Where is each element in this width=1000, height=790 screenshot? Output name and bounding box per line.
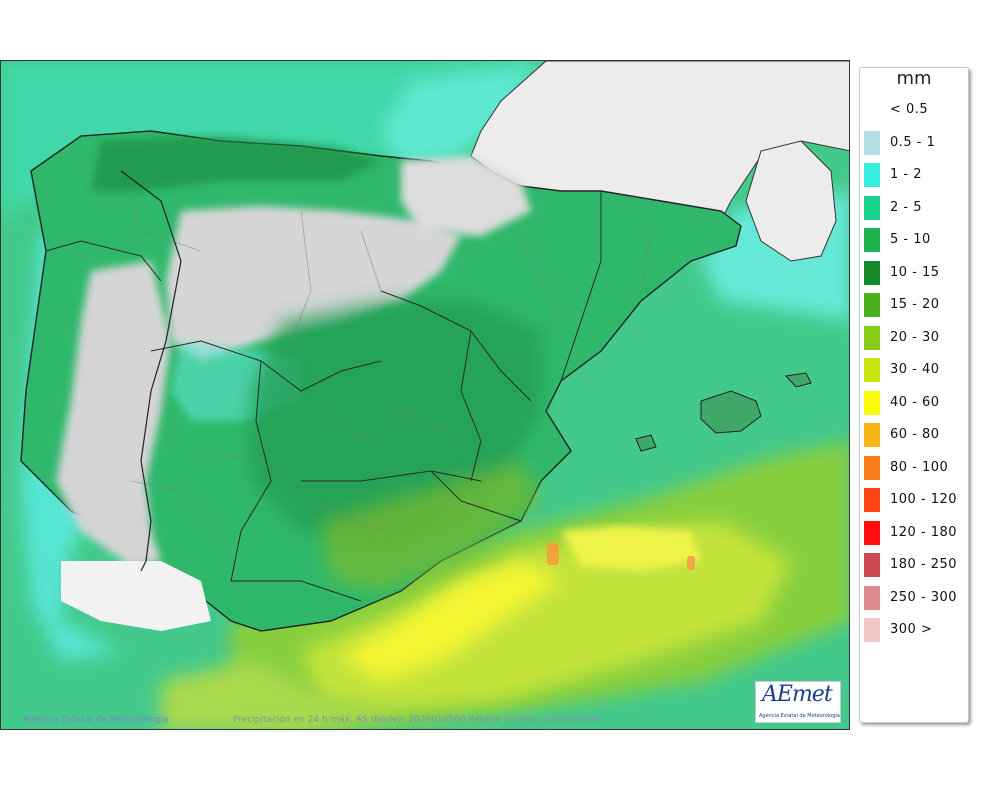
legend-label: 10 - 15 [890, 264, 940, 280]
legend-swatch [864, 260, 880, 285]
legend-swatch [864, 325, 880, 350]
legend-swatch [864, 390, 880, 415]
legend-label: 0.5 - 1 [890, 134, 936, 150]
legend-label: 2 - 5 [890, 199, 922, 215]
legend-item: 2 - 5 [864, 195, 964, 222]
legend-item: 10 - 15 [864, 260, 964, 287]
precipitation-map: Agencia Estatal de Meteorología Precipit… [0, 60, 850, 730]
legend-item: 30 - 40 [864, 358, 964, 384]
corsica [745, 140, 837, 262]
legend-label: 5 - 10 [890, 232, 931, 247]
province-borders [120, 180, 652, 532]
legend-item: 1 - 2 [864, 163, 964, 189]
legend-label: 80 - 100 [890, 459, 949, 475]
menorca [785, 372, 812, 388]
legend-swatch [864, 488, 880, 512]
portugal-border [120, 170, 182, 572]
legend-swatch [864, 195, 880, 220]
legend-swatch [864, 618, 880, 642]
dry-north-plateau [166, 206, 461, 361]
legend-label: 180 - 250 [890, 557, 958, 572]
legend-label: 120 - 180 [890, 524, 958, 540]
map-canvas [1, 61, 849, 729]
legend-label: < 0.5 [890, 102, 929, 117]
southeast-olive [321, 461, 541, 591]
legend-item: 120 - 180 [864, 520, 964, 547]
biscay-cyan [381, 61, 541, 166]
legend-label: 15 - 20 [890, 297, 940, 312]
legend-label: 1 - 2 [890, 167, 922, 182]
logo-word: AEmet [762, 682, 833, 707]
legend-swatch [864, 98, 880, 122]
south-yellow-2 [561, 526, 701, 571]
legend-swatch [864, 553, 880, 577]
legend-swatch [864, 293, 880, 317]
legend-swatch [864, 163, 880, 187]
logo-subtitle: Agencia Estatal de Meteorología [759, 713, 840, 719]
ibiza [635, 434, 657, 452]
legend-item: 15 - 20 [864, 293, 964, 319]
legend-label: 40 - 60 [890, 394, 940, 410]
orange-spot-2 [687, 556, 695, 570]
legend-item: 60 - 80 [864, 423, 964, 449]
legend-label: 100 - 120 [890, 492, 958, 507]
legend-label: 60 - 80 [890, 427, 940, 442]
legend-item: 0.5 - 1 [864, 130, 964, 157]
aemet-logo: AEmet Agencia Estatal de Meteorología [755, 681, 841, 723]
orange-spot [547, 543, 559, 565]
dry-south-coast [61, 561, 211, 631]
dry-west-portugal [56, 261, 171, 566]
dry-basque [401, 156, 531, 236]
legend-swatch [864, 130, 880, 155]
legend-item: 300 > [864, 618, 964, 644]
south-yellow [341, 561, 561, 681]
legend-item: 180 - 250 [864, 553, 964, 579]
legend-label: 300 > [890, 622, 933, 637]
mallorca [700, 390, 762, 434]
legend-label: 250 - 300 [890, 589, 958, 605]
legend-swatch [864, 228, 880, 252]
legend-item: 5 - 10 [864, 228, 964, 254]
map-caption: Precipitación en 24 h máx. AS Validez: 2… [233, 715, 601, 725]
legend-item: 80 - 100 [864, 455, 964, 482]
legend-label: 20 - 30 [890, 329, 940, 345]
north-africa-coast [161, 661, 401, 729]
north-dark-green [91, 136, 381, 191]
legend-swatch [864, 585, 880, 610]
legend-swatch [864, 520, 880, 545]
precipitation-legend: mm < 0.5 0.5 - 1 1 - 2 2 - 5 5 - 10 10 - 15 15… [859, 67, 969, 723]
legend-item: 100 - 120 [864, 488, 964, 514]
legend-swatch [864, 358, 880, 382]
region-borders [45, 191, 602, 602]
legend-swatch [864, 455, 880, 480]
legend-item: 250 - 300 [864, 585, 964, 612]
legend-unit: mm [896, 68, 932, 89]
legend-item: < 0.5 [864, 98, 964, 124]
legend-label: 30 - 40 [890, 362, 940, 377]
credit-text: Agencia Estatal de Meteorología [23, 715, 169, 725]
legend-swatch [864, 423, 880, 447]
legend-item: 40 - 60 [864, 390, 964, 417]
legend-item: 20 - 30 [864, 325, 964, 352]
